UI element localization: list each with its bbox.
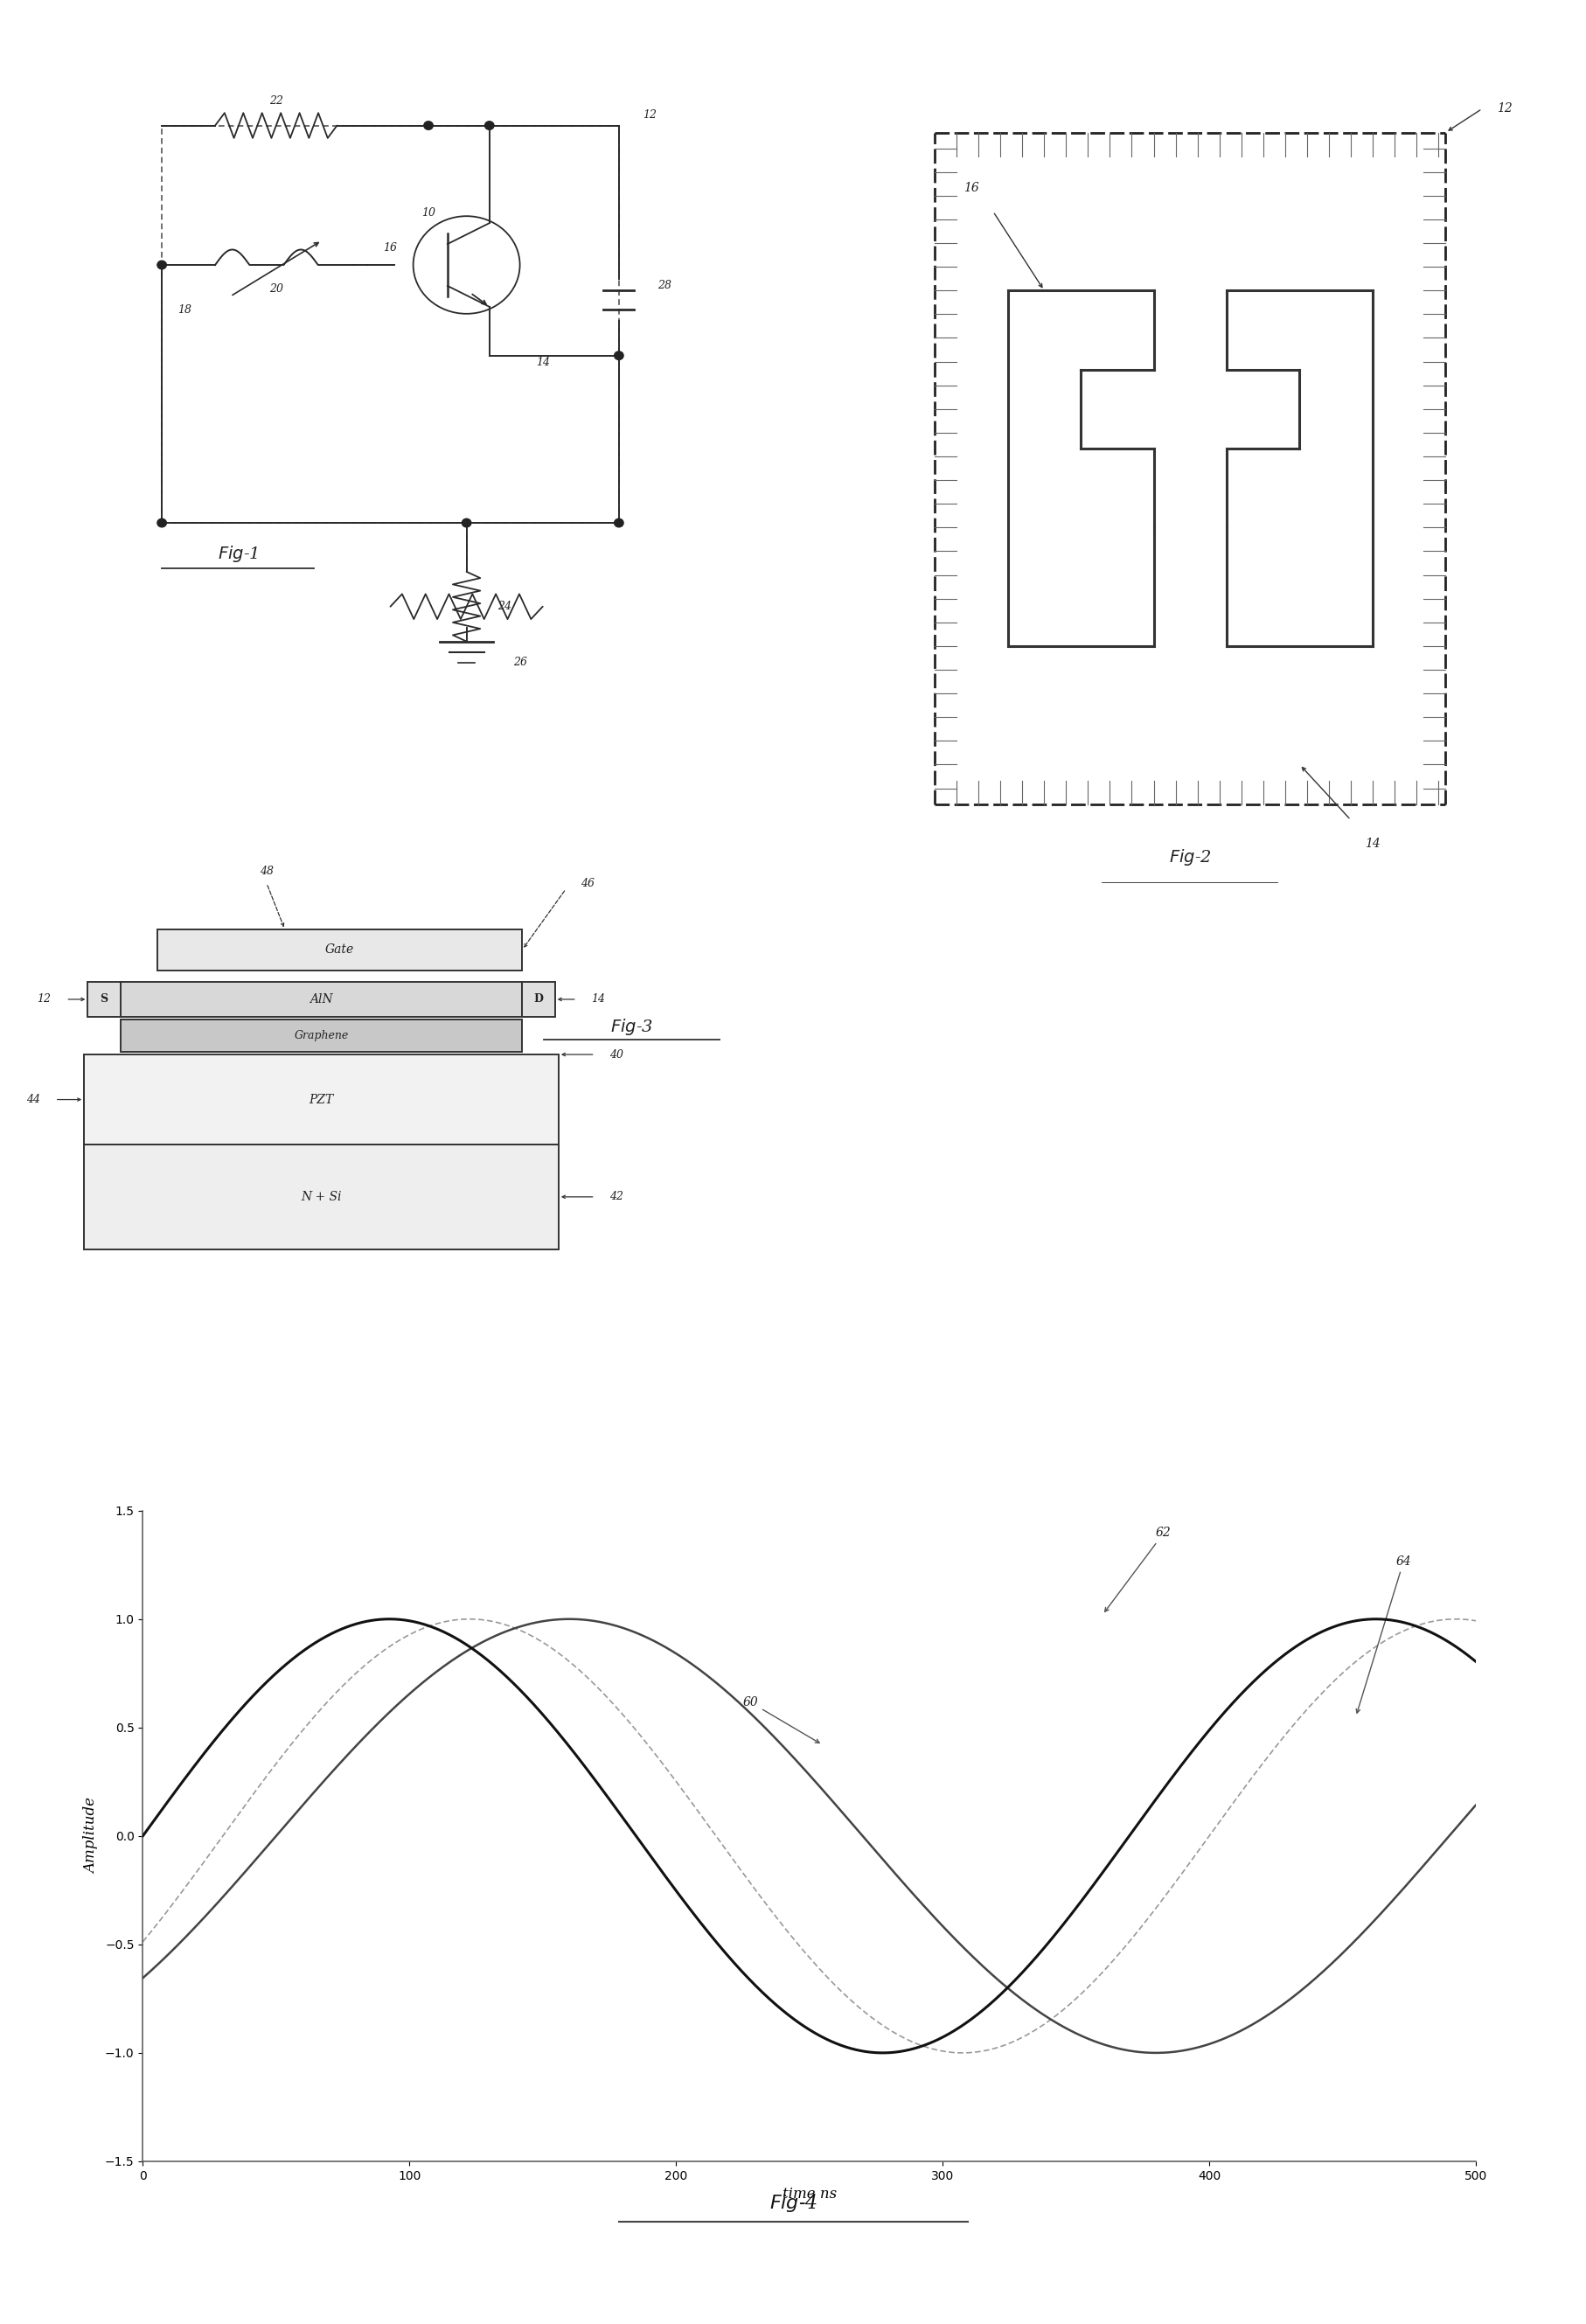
Circle shape	[423, 121, 433, 130]
Text: $\mathit{Fig}$-1: $\mathit{Fig}$-1	[217, 544, 259, 565]
Text: 42: 42	[609, 1192, 623, 1202]
Circle shape	[462, 518, 471, 528]
Text: D: D	[533, 995, 542, 1004]
Text: $\mathit{Fig}$-3: $\mathit{Fig}$-3	[609, 1018, 653, 1037]
Text: 40: 40	[609, 1048, 623, 1060]
Text: 10: 10	[422, 207, 435, 218]
Text: 12: 12	[36, 995, 51, 1004]
Text: 20: 20	[270, 284, 282, 295]
Text: S: S	[100, 995, 108, 1004]
Text: 12: 12	[1496, 102, 1511, 114]
Text: $\mathit{Fig}$-4: $\mathit{Fig}$-4	[769, 2192, 817, 2215]
Circle shape	[485, 121, 493, 130]
Text: AlN: AlN	[309, 992, 333, 1006]
Text: PZT: PZT	[309, 1092, 333, 1106]
X-axis label: time ns: time ns	[782, 2187, 836, 2201]
Text: 48: 48	[260, 867, 273, 876]
Text: 14: 14	[592, 995, 606, 1004]
Text: 18: 18	[178, 304, 192, 316]
Text: Gate: Gate	[325, 944, 354, 955]
Text: Graphene: Graphene	[293, 1030, 349, 1041]
Text: 12: 12	[642, 109, 657, 121]
Text: 62: 62	[1104, 1527, 1170, 1611]
Text: 26: 26	[512, 658, 527, 667]
Bar	[84, 1055, 558, 1146]
Bar	[157, 930, 522, 971]
Text: 16: 16	[384, 242, 396, 253]
Text: 28: 28	[657, 281, 671, 290]
Bar	[121, 983, 522, 1018]
Bar	[522, 983, 555, 1018]
Bar	[87, 983, 121, 1018]
Circle shape	[614, 518, 623, 528]
Text: 44: 44	[27, 1095, 40, 1106]
Y-axis label: Amplitude: Amplitude	[84, 1799, 98, 1873]
Text: 46: 46	[580, 878, 595, 888]
Bar	[84, 1146, 558, 1250]
Circle shape	[614, 351, 623, 360]
Text: 14: 14	[1364, 837, 1380, 851]
Text: 60: 60	[742, 1697, 818, 1743]
Circle shape	[157, 518, 167, 528]
Text: 14: 14	[536, 358, 549, 367]
Text: N + Si: N + Si	[301, 1190, 341, 1204]
Text: 64: 64	[1356, 1555, 1410, 1713]
Text: 24: 24	[498, 602, 511, 611]
Text: 22: 22	[270, 95, 282, 107]
Text: $\mathit{Fig}$-2: $\mathit{Fig}$-2	[1169, 848, 1210, 867]
Bar	[121, 1020, 522, 1050]
Text: 16: 16	[963, 181, 979, 193]
Circle shape	[157, 260, 167, 270]
